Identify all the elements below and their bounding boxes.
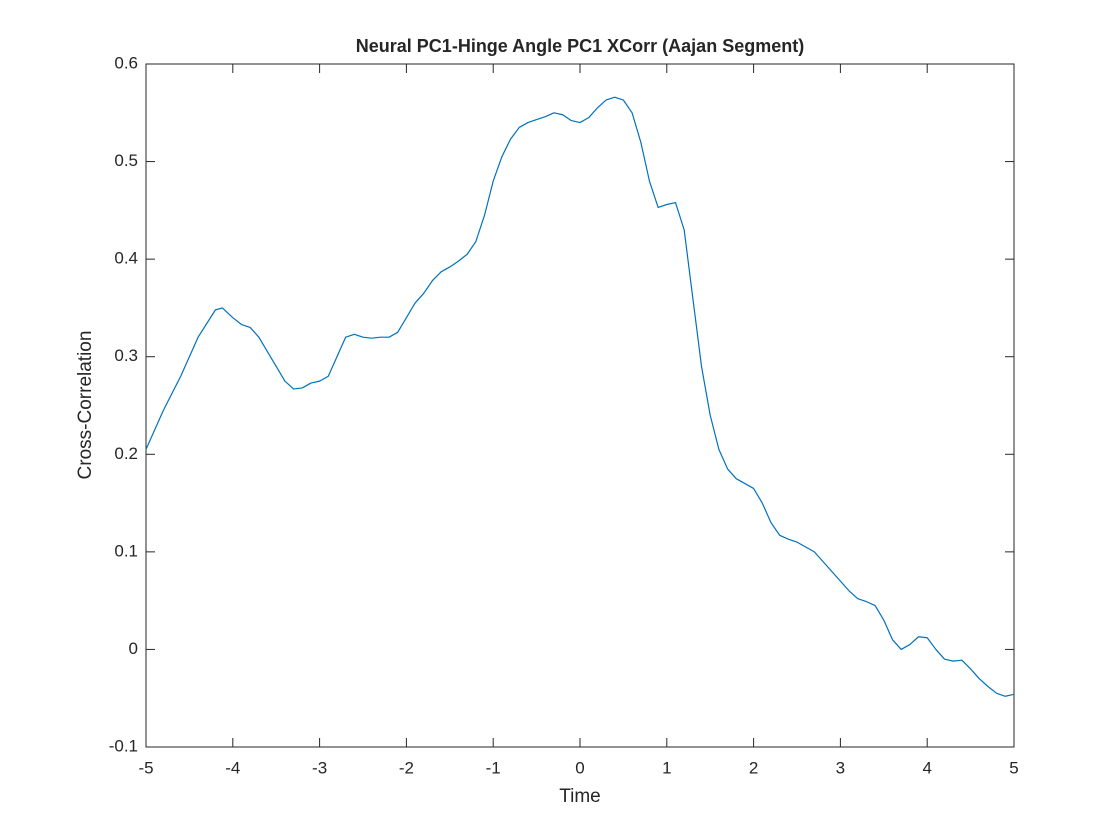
x-tick-label: -5 (138, 758, 153, 777)
x-tick-label: -3 (312, 758, 327, 777)
data-line (145, 96, 1015, 697)
x-tick-label: -2 (399, 758, 414, 777)
y-tick-label: 0.3 (114, 346, 138, 365)
y-axis-label: Cross-Correlation (75, 331, 96, 480)
x-tick-label: -1 (486, 758, 501, 777)
y-tick-label: 0.2 (114, 444, 138, 463)
y-tick-label: 0 (129, 639, 138, 658)
y-tick-label: -0.1 (109, 736, 138, 755)
x-tick-label: -4 (225, 758, 240, 777)
x-axis-label: Time (559, 786, 601, 807)
x-tick-label: 2 (749, 758, 758, 777)
axes-box (145, 63, 1015, 748)
chart-title: Neural PC1-Hinge Angle PC1 XCorr (Aajan … (356, 36, 804, 56)
y-tick-label: 0.5 (114, 151, 138, 170)
y-tick-label: 0.1 (114, 541, 138, 560)
x-tick-label: 3 (836, 758, 845, 777)
y-tick-label: 0.4 (114, 249, 138, 268)
x-tick-label: 5 (1009, 758, 1018, 777)
y-tick-label: 0.6 (114, 53, 138, 72)
x-tick-label: 4 (922, 758, 931, 777)
x-tick-label: 0 (575, 758, 584, 777)
x-tick-label: 1 (662, 758, 671, 777)
